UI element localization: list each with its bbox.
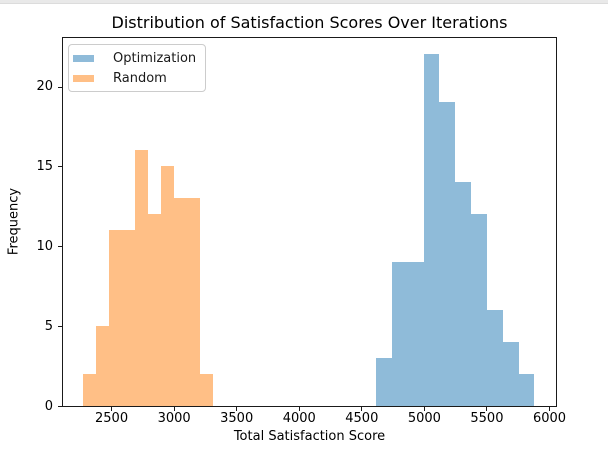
x-tick-label: 4000 xyxy=(282,411,316,426)
hist-bar xyxy=(95,325,109,406)
x-axis-label: Total Satisfaction Score xyxy=(233,429,386,444)
legend: Optimization Random xyxy=(68,44,207,92)
legend-label: Random xyxy=(113,70,167,86)
window-top-strip xyxy=(0,0,608,4)
legend-label: Optimization xyxy=(113,50,197,66)
hist-bar xyxy=(518,373,535,406)
hist-bar xyxy=(502,341,519,406)
hist-bar xyxy=(407,261,424,406)
x-tick-label: 3000 xyxy=(157,411,191,426)
hist-bar xyxy=(486,309,503,406)
hist-bar xyxy=(391,261,408,406)
x-tick-mark xyxy=(361,406,363,411)
y-tick-label: 10 xyxy=(36,238,53,254)
y-tick-label: 20 xyxy=(36,79,53,94)
bars-layer xyxy=(63,38,556,406)
x-tick-label: 4500 xyxy=(345,411,379,426)
hist-bar xyxy=(376,357,392,406)
hist-bar xyxy=(108,229,122,406)
hist-bar xyxy=(455,181,472,406)
hist-bar xyxy=(173,197,187,406)
legend-entry: Random xyxy=(73,68,196,88)
hist-bar xyxy=(186,197,200,406)
hist-bar xyxy=(160,165,174,406)
x-tick-mark xyxy=(548,406,550,411)
hist-bar xyxy=(423,54,440,406)
legend-swatch-icon xyxy=(73,74,94,82)
chart-title: Distribution of Satisfaction Scores Over… xyxy=(111,13,508,32)
y-tick-label: 0 xyxy=(44,398,53,414)
x-tick-label: 2500 xyxy=(95,411,129,426)
x-tick-label: 6000 xyxy=(532,411,567,426)
hist-bar xyxy=(121,229,135,406)
x-tick-mark xyxy=(111,406,113,411)
hist-bar xyxy=(134,149,148,406)
legend-entry: Optimization xyxy=(73,48,196,68)
y-tick-label: 15 xyxy=(36,158,53,174)
y-axis-label: Frequency xyxy=(6,187,22,256)
x-tick-mark xyxy=(236,406,238,411)
hist-bar xyxy=(83,373,96,406)
y-tick-label: 5 xyxy=(44,318,53,334)
hist-bar xyxy=(471,213,487,406)
x-tick-mark xyxy=(298,406,300,411)
x-tick-label: 5500 xyxy=(470,411,504,426)
legend-swatch-icon xyxy=(73,54,94,62)
x-tick-mark xyxy=(486,406,488,411)
hist-bar xyxy=(147,213,161,406)
x-tick-mark xyxy=(173,406,175,411)
plot-area xyxy=(62,37,557,407)
x-tick-mark xyxy=(423,406,425,411)
hist-bar xyxy=(439,101,456,406)
hist-bar xyxy=(199,373,213,406)
x-tick-label: 3500 xyxy=(220,411,254,426)
x-tick-label: 5000 xyxy=(407,411,441,426)
